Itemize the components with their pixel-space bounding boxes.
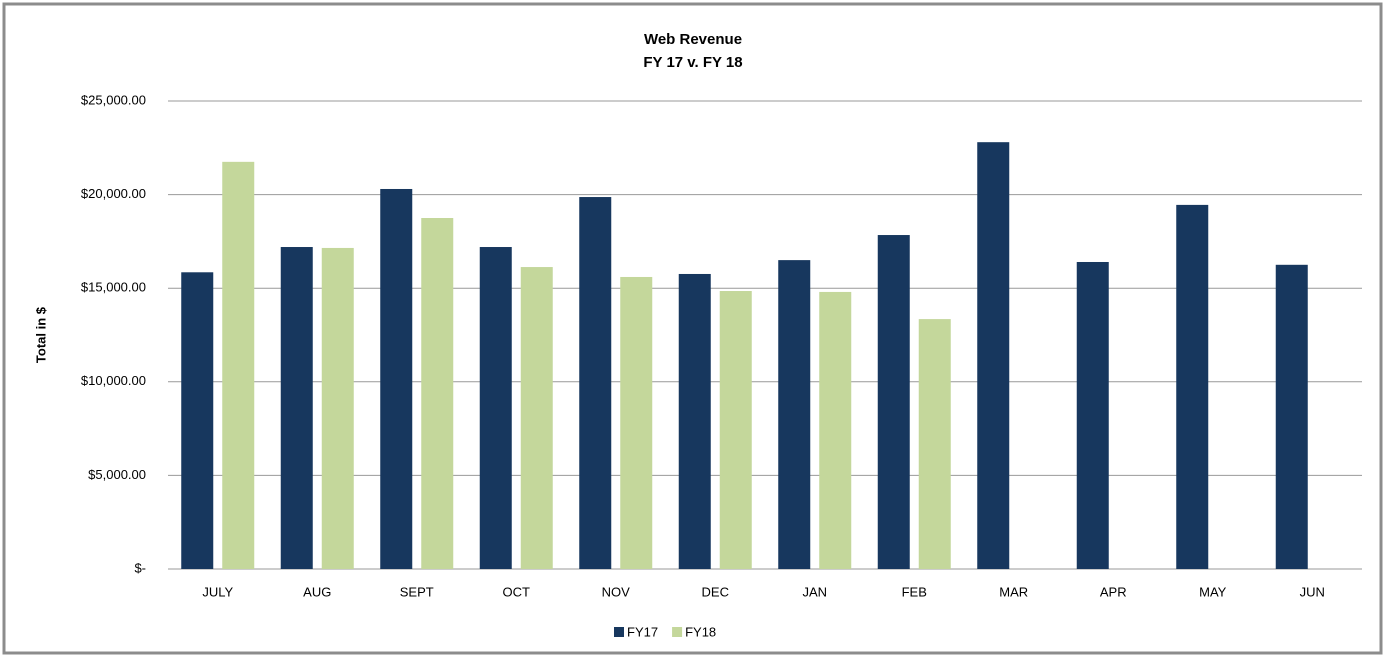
bar — [222, 161, 255, 569]
legend-swatch — [614, 627, 624, 637]
bar — [479, 247, 512, 570]
y-tick-label: $20,000.00 — [81, 186, 146, 201]
bar — [380, 188, 413, 569]
bar — [421, 218, 454, 569]
bar — [181, 272, 214, 569]
x-tick-label: FEB — [902, 584, 927, 599]
x-tick-label: MAY — [1199, 584, 1227, 599]
x-tick-label: DEC — [702, 584, 729, 599]
bar — [579, 197, 612, 569]
y-tick-label: $15,000.00 — [81, 280, 146, 295]
x-tick-label: AUG — [303, 584, 331, 599]
bar — [1275, 264, 1308, 569]
x-tick-label: OCT — [503, 584, 531, 599]
chart-title: Web Revenue — [644, 31, 742, 48]
bar — [1176, 204, 1209, 569]
x-tick-label: APR — [1100, 584, 1127, 599]
bar — [321, 247, 354, 569]
bar — [977, 142, 1010, 569]
x-tick-label: JUN — [1300, 584, 1325, 599]
bar — [918, 319, 951, 569]
bar — [520, 267, 553, 569]
x-tick-label: SEPT — [400, 584, 434, 599]
bar — [678, 273, 711, 569]
y-tick-label: $10,000.00 — [81, 373, 146, 388]
bar — [778, 260, 811, 569]
x-tick-label: NOV — [602, 584, 631, 599]
bar — [719, 291, 752, 569]
y-tick-label: $25,000.00 — [81, 92, 146, 107]
legend-swatch — [672, 627, 683, 637]
legend-label: FY18 — [685, 624, 716, 639]
x-tick-label: JULY — [202, 584, 233, 599]
y-tick-label: $- — [134, 560, 146, 575]
bar — [1076, 261, 1109, 569]
x-tick-label: MAR — [999, 584, 1028, 599]
bar — [877, 235, 910, 569]
y-axis-label: Total in $ — [33, 306, 48, 363]
y-tick-label: $5,000.00 — [88, 467, 146, 482]
legend-label: FY17 — [627, 624, 658, 639]
bar — [819, 291, 852, 569]
x-tick-label: JAN — [802, 584, 827, 599]
chart-subtitle: FY 17 v. FY 18 — [643, 54, 742, 71]
bar — [620, 276, 653, 569]
bar — [280, 247, 313, 570]
